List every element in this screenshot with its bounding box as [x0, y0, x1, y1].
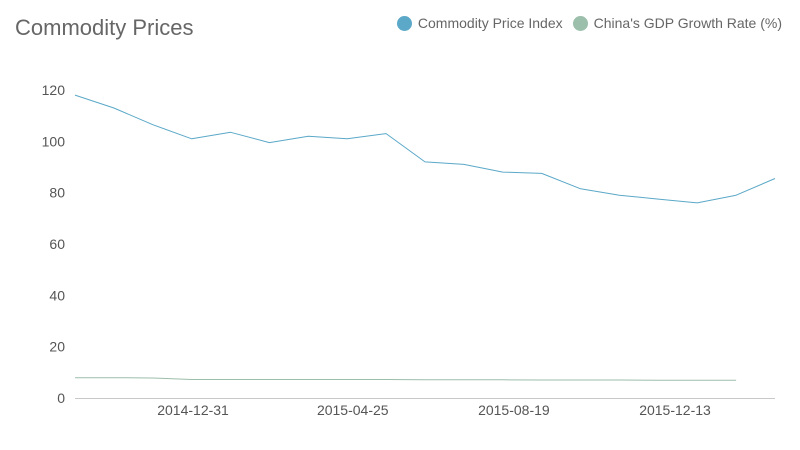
x-tick-label: 2015-04-25	[317, 402, 389, 418]
data-point[interactable]	[423, 159, 428, 164]
data-point[interactable]	[189, 136, 194, 141]
legend-label-commodity-price-index: Commodity Price Index	[417, 15, 563, 31]
data-point[interactable]	[384, 131, 389, 136]
data-point[interactable]	[384, 377, 389, 382]
data-point[interactable]	[423, 377, 428, 382]
y-tick-label: 100	[42, 133, 66, 149]
data-point[interactable]	[539, 171, 544, 176]
data-point[interactable]	[111, 375, 116, 380]
legend-item-china-gdp-growth-rate[interactable]: China's GDP Growth Rate (%)	[572, 15, 782, 31]
data-point[interactable]	[656, 197, 661, 202]
data-point[interactable]	[461, 377, 466, 382]
x-tick-label: 2014-12-31	[157, 402, 229, 418]
data-point[interactable]	[539, 378, 544, 383]
data-point[interactable]	[228, 130, 233, 135]
data-point[interactable]	[150, 122, 155, 127]
data-point[interactable]	[500, 377, 505, 382]
y-tick-label: 40	[49, 287, 65, 303]
legend-swatch-commodity-price-index	[396, 15, 412, 31]
x-tick-label: 2015-12-13	[639, 402, 711, 418]
data-point[interactable]	[734, 378, 739, 383]
series-line-commodity-price-index[interactable]	[74, 94, 776, 204]
data-point[interactable]	[461, 162, 466, 167]
y-tick-label: 120	[42, 82, 66, 98]
data-point[interactable]	[578, 378, 583, 383]
legend-label-china-gdp-growth-rate: China's GDP Growth Rate (%)	[593, 15, 782, 31]
data-point[interactable]	[267, 140, 272, 145]
data-point[interactable]	[189, 377, 194, 382]
y-tick-label: 20	[49, 339, 65, 355]
x-tick-label: 2015-08-19	[478, 402, 550, 418]
data-point[interactable]	[695, 378, 700, 383]
data-point[interactable]	[345, 136, 350, 141]
data-point[interactable]	[306, 134, 311, 139]
data-point[interactable]	[306, 377, 311, 382]
data-point[interactable]	[773, 176, 778, 181]
data-point[interactable]	[695, 200, 700, 205]
series-line-china-gdp-growth-rate[interactable]	[75, 377, 737, 381]
legend: Commodity Price Index China's GDP Growth…	[387, 15, 782, 31]
data-point[interactable]	[111, 106, 116, 111]
data-point[interactable]	[73, 93, 78, 98]
data-point[interactable]	[578, 186, 583, 191]
y-tick-label: 80	[49, 185, 65, 201]
chart-title: Commodity Prices	[15, 15, 194, 40]
y-tick-label: 0	[57, 390, 65, 406]
legend-item-commodity-price-index[interactable]: Commodity Price Index	[396, 15, 563, 31]
data-point[interactable]	[734, 193, 739, 198]
data-point[interactable]	[617, 193, 622, 198]
y-tick-label: 60	[49, 236, 65, 252]
data-point[interactable]	[500, 170, 505, 175]
data-point[interactable]	[267, 377, 272, 382]
data-point[interactable]	[617, 378, 622, 383]
data-point[interactable]	[656, 378, 661, 383]
data-point[interactable]	[73, 375, 78, 380]
data-point[interactable]	[345, 377, 350, 382]
data-point[interactable]	[150, 376, 155, 381]
data-point[interactable]	[228, 377, 233, 382]
legend-swatch-china-gdp-growth-rate	[572, 15, 588, 31]
